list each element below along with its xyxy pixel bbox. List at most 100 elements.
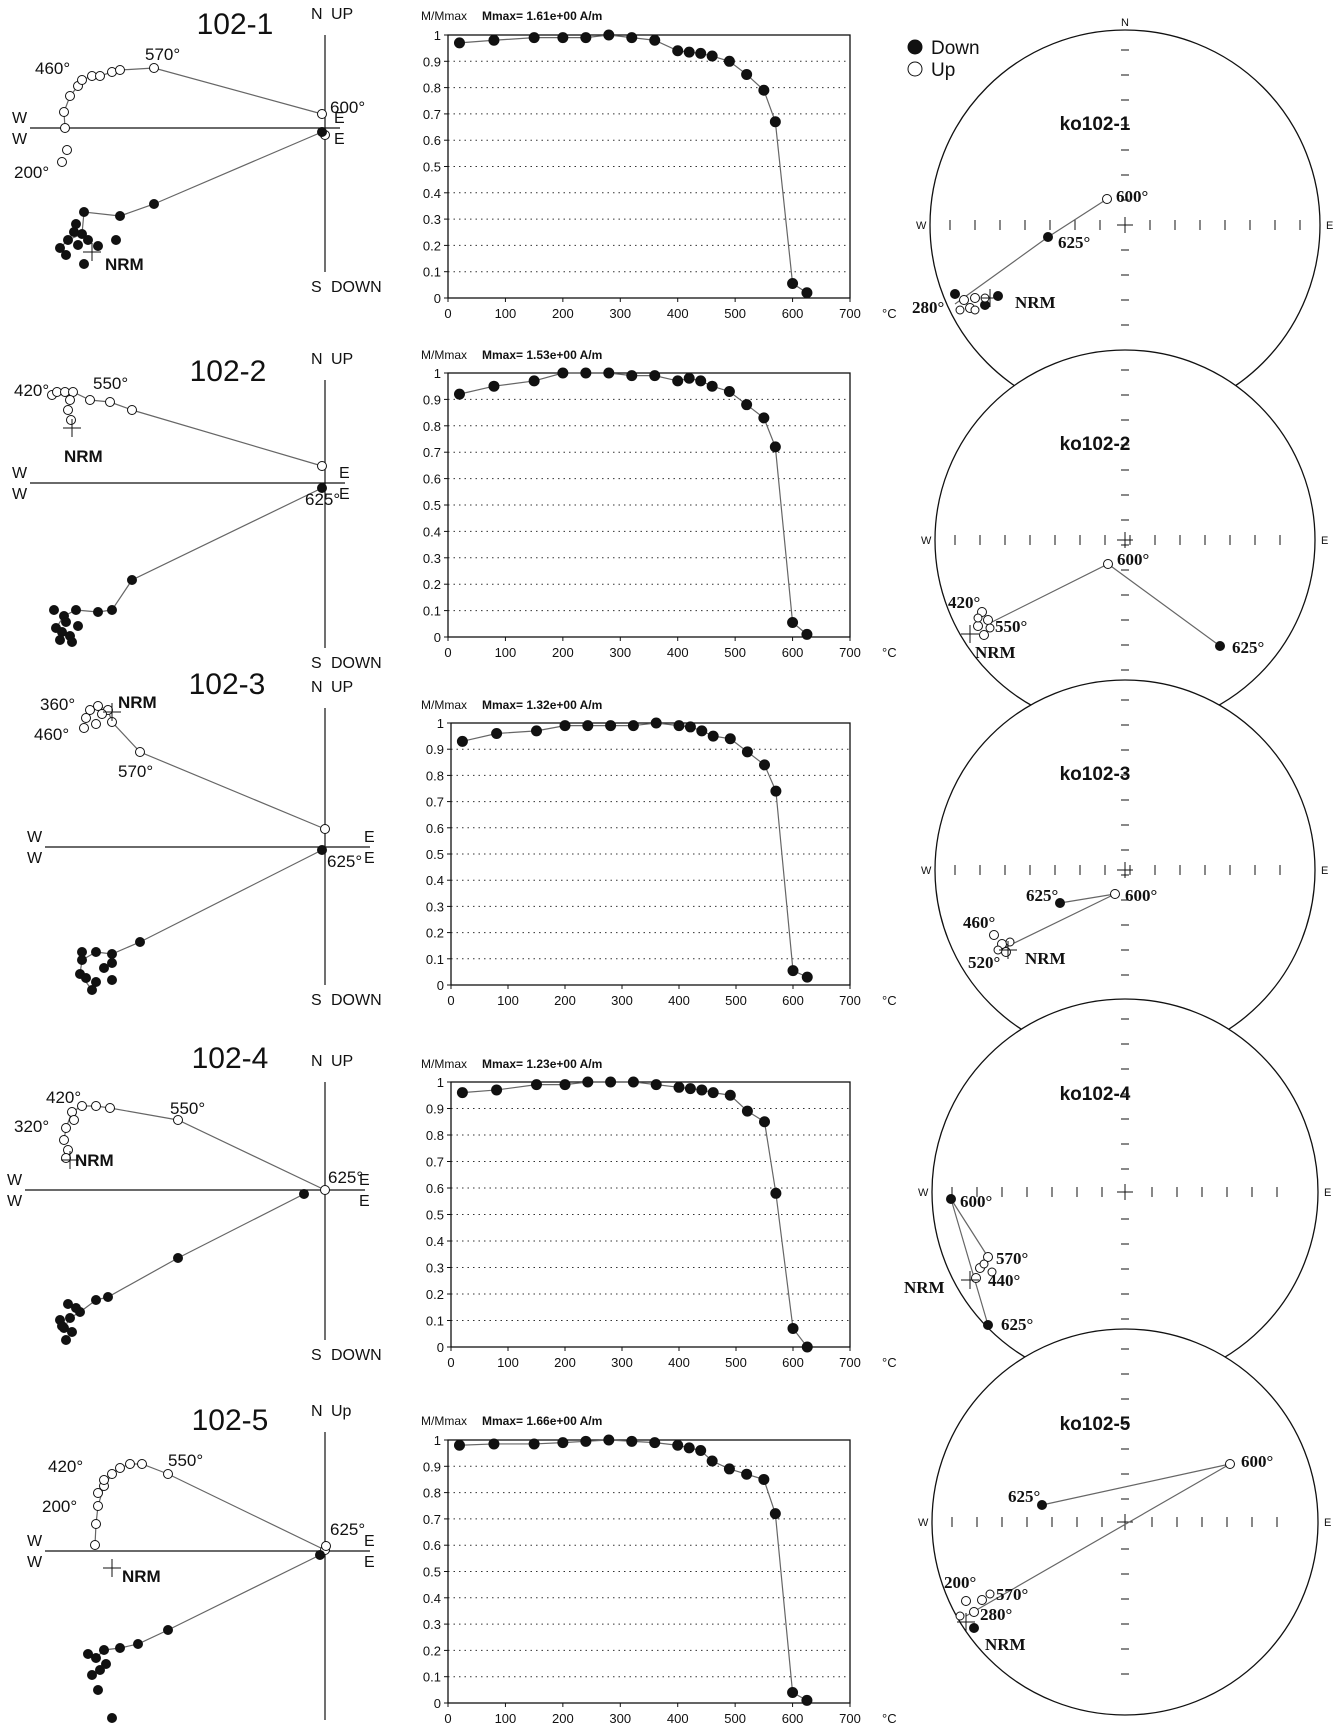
stereonet-annotation: 600° (1116, 187, 1148, 206)
stereonet-annotation: 600° (1117, 550, 1149, 569)
demag-x-tick-label: 0 (444, 645, 451, 660)
demag-y-tick-label: 0.9 (426, 742, 444, 757)
up-label: UP (331, 6, 353, 23)
demag-point (696, 48, 706, 58)
demag-point (725, 734, 735, 744)
vertical-projection-point (92, 978, 101, 987)
demag-y-tick-label: 0.2 (426, 926, 444, 941)
demag-point (770, 442, 780, 452)
vertical-projection-point (74, 241, 83, 250)
stereonet-up-point (980, 1260, 988, 1268)
stereonet-up-point (980, 631, 989, 640)
demag-curve (459, 35, 806, 293)
vertical-projection-point (164, 1626, 173, 1635)
demag-point (606, 721, 616, 731)
vertical-projection-point (134, 1640, 143, 1649)
demag-y-tick-label: 0.8 (426, 1128, 444, 1143)
stereonet-west-label: W (918, 1187, 929, 1199)
demag-x-tick-label: 200 (552, 306, 574, 321)
stereonet-down-point (951, 290, 960, 299)
horizontal-projection-point (321, 825, 330, 834)
zijderveld-annotation: NRM (64, 447, 103, 466)
vertical-projection-path (60, 132, 322, 248)
stereonet-up-point (970, 1608, 979, 1617)
demag-x-tick-label: 0 (444, 306, 451, 321)
stereonet-annotation: 570° (996, 1585, 1028, 1604)
demag-mmax-label: Mmax= 1.61e+00 A/m (482, 9, 602, 23)
demag-point (788, 1323, 798, 1333)
demag-x-tick-label: 500 (724, 645, 746, 660)
demag-point (604, 368, 614, 378)
demag-y-tick-label: 0 (437, 978, 444, 993)
demag-y-tick-label: 0.3 (423, 212, 441, 227)
horizontal-projection-point (82, 714, 91, 723)
zijderveld-annotation: 550° (93, 374, 128, 393)
demag-x-tick-label: 400 (668, 1355, 690, 1370)
demag-point (759, 85, 769, 95)
demag-x-tick-label: 600 (782, 1355, 804, 1370)
demag-point (696, 376, 706, 386)
demag-point (454, 389, 464, 399)
stereonet-title: ko102-4 (1060, 1084, 1131, 1105)
demag-point (685, 722, 695, 732)
legend-down-label: Down (931, 38, 980, 59)
demag-x-tick-label: 300 (609, 645, 631, 660)
demag-x-tick-label: 100 (497, 1355, 519, 1370)
stereonet-east-label: E (1324, 1517, 1331, 1529)
north-label: N (311, 6, 323, 23)
zijderveld-annotation: NRM (105, 255, 144, 274)
demag-point (674, 721, 684, 731)
vertical-projection-point (62, 618, 71, 627)
demag-x-tick-label: 200 (552, 645, 574, 660)
demag-point (802, 288, 812, 298)
demag-y-tick-label: 1 (434, 28, 441, 43)
demag-point (685, 1084, 695, 1094)
demag-x-tick-label: 0 (447, 1355, 454, 1370)
stereonet-title: ko102-2 (1060, 434, 1131, 455)
horizontal-projection-point (94, 1489, 103, 1498)
zijderveld-annotation: 570° (145, 45, 180, 64)
legend: DownUp (908, 38, 980, 81)
vertical-projection-point (92, 948, 101, 957)
demag-chart-5: M/Mmax Mmax= 1.66e+00 A/m 0 0.1 0.2 0.3 0.4 0.5… (421, 1414, 897, 1726)
west-horizontal-label: W (12, 110, 28, 127)
horizontal-projection-point (108, 1470, 117, 1479)
demag-y-tick-label: 0.9 (423, 392, 441, 407)
demag-point (724, 386, 734, 396)
stereonet-annotation: 200° (944, 1573, 976, 1592)
demag-y-tick-label: 0 (437, 1340, 444, 1355)
demag-point (760, 1117, 770, 1127)
demag-y-tick-label: 0.5 (423, 160, 441, 175)
north-label: N (311, 679, 323, 696)
demag-x-tick-label: 400 (667, 306, 689, 321)
demag-x-tick-label: 0 (444, 1711, 451, 1726)
demag-y-label: M/Mmax (421, 698, 467, 712)
demag-point (489, 381, 499, 391)
vertical-projection-point (74, 622, 83, 631)
demag-point (581, 368, 591, 378)
up-label: UP (331, 1053, 353, 1070)
demag-point (532, 726, 542, 736)
demag-mmax-label: Mmax= 1.66e+00 A/m (482, 1414, 602, 1428)
demag-point (696, 1446, 706, 1456)
demag-x-tick-label: 400 (667, 1711, 689, 1726)
vertical-projection-point (108, 1714, 117, 1723)
west-vertical-label: W (7, 1193, 23, 1210)
demag-chart-3: M/Mmax Mmax= 1.32e+00 A/m00.10.20.30.40.5… (421, 698, 897, 1008)
west-horizontal-label: W (7, 1172, 23, 1189)
vertical-projection-point (316, 1551, 325, 1560)
demag-point (529, 376, 539, 386)
stereonet-up-point (962, 1597, 971, 1606)
horizontal-projection-point (106, 398, 115, 407)
vertical-projection-point (116, 212, 125, 221)
zijderveld-plot-4: 102-4 N UP S DOWN WW EE 420° 550° 320° NRM 625° (7, 1042, 382, 1364)
down-label: DOWN (331, 1347, 382, 1364)
north-label: N (311, 1053, 323, 1070)
demag-y-tick-label: 0.1 (423, 1670, 441, 1685)
demag-point (742, 400, 752, 410)
demag-point (788, 966, 798, 976)
east-vertical-label: E (364, 1554, 375, 1571)
up-label: UP (331, 679, 353, 696)
demag-x-tick-label: 200 (554, 993, 576, 1008)
